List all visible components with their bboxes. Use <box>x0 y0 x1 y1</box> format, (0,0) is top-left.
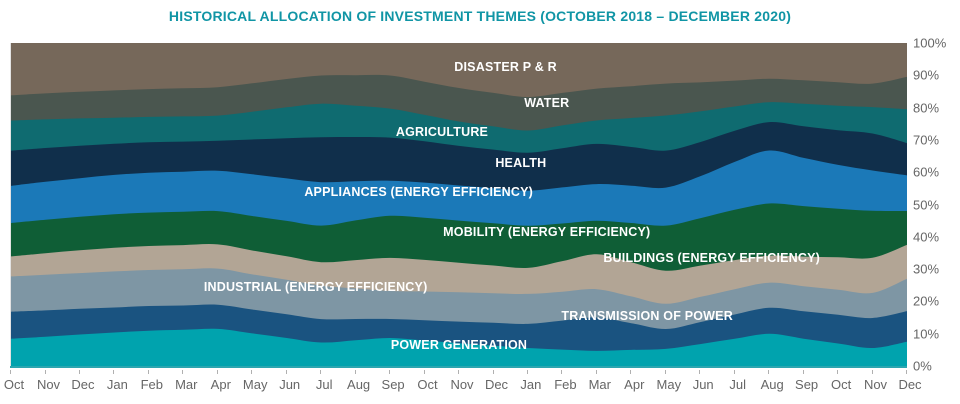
x-tick <box>837 370 839 374</box>
x-axis-label: Oct <box>417 377 438 392</box>
x-axis-label: Feb <box>554 377 577 392</box>
x-tick <box>423 370 425 374</box>
x-tick <box>458 370 459 374</box>
x-axis-label: Mar <box>175 377 198 392</box>
x-tick <box>595 370 597 374</box>
x-tick <box>182 370 184 374</box>
y-axis-label: 10% <box>913 326 940 342</box>
x-tick <box>630 370 632 374</box>
x-axis-label: Jul <box>729 377 746 392</box>
y-axis-label: 50% <box>913 197 940 212</box>
y-axis-label: 60% <box>913 164 940 180</box>
x-tick <box>251 370 253 374</box>
x-tick <box>44 370 46 374</box>
x-tick <box>561 370 563 374</box>
x-axis-label: Jan <box>520 377 542 392</box>
stacked-areas-svg <box>11 43 907 366</box>
x-axis-label: Nov <box>450 377 474 392</box>
x-tick <box>389 370 391 374</box>
x-axis-label: Sep <box>381 377 405 392</box>
x-tick <box>526 370 528 374</box>
x-axis-label: Mar <box>588 377 611 392</box>
x-axis-label: Dec <box>484 377 509 392</box>
x-tick <box>871 370 873 374</box>
x-axis-label: Sep <box>795 377 819 392</box>
y-axis-label: 80% <box>913 100 940 116</box>
x-axis-label: Dec <box>71 377 95 392</box>
x-tick <box>320 370 322 374</box>
y-axis-label: 20% <box>913 293 940 309</box>
x-axis-label: Jul <box>315 377 333 392</box>
x-tick <box>78 370 80 374</box>
x-tick <box>802 370 804 374</box>
x-axis-label: Jun <box>692 377 714 392</box>
x-axis-label: Aug <box>760 377 784 392</box>
x-axis-label: Oct <box>830 377 852 392</box>
y-axis-label: 30% <box>913 261 940 277</box>
y-axis-label: 70% <box>913 132 940 148</box>
x-tick <box>285 370 287 374</box>
x-axis-label: Aug <box>347 377 371 392</box>
x-tick <box>354 370 356 374</box>
x-tick <box>768 370 770 374</box>
x-axis-label: Oct <box>3 377 25 392</box>
area-series-power-generation <box>11 328 907 366</box>
y-axis-label: 100% <box>913 35 947 51</box>
x-axis-label: Apr <box>210 377 231 392</box>
x-axis-label: May <box>656 377 682 392</box>
x-tick <box>492 370 494 374</box>
x-axis-line <box>10 366 907 368</box>
y-axis-label: 40% <box>913 229 940 245</box>
x-tick <box>113 370 115 374</box>
x-tick <box>664 370 666 374</box>
x-tick <box>10 370 11 374</box>
x-axis-label: Nov <box>36 377 61 392</box>
y-axis-label: 90% <box>913 67 940 83</box>
x-axis-label: Jan <box>106 377 128 392</box>
x-axis-label: Dec <box>898 377 922 392</box>
plot-area: POWER GENERATION TRANSMISSION OF POWER IND… <box>10 43 907 366</box>
x-tick <box>147 370 149 374</box>
chart-title: HISTORICAL ALLOCATION OF INVESTMENT THEM… <box>168 8 792 24</box>
x-tick <box>216 370 218 374</box>
x-tick <box>699 370 701 374</box>
y-axis-label: 0% <box>913 358 932 374</box>
x-axis-label: May <box>242 377 268 392</box>
x-tick <box>906 370 907 374</box>
x-tick <box>733 370 735 374</box>
x-axis-label: Jun <box>279 377 301 392</box>
x-axis-label: Feb <box>140 377 163 392</box>
x-axis-label: Nov <box>863 377 888 392</box>
x-axis-label: Apr <box>624 377 645 392</box>
